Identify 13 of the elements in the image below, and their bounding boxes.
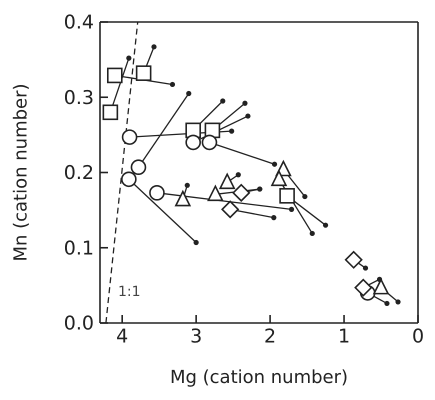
x-tick-label: 1	[338, 325, 350, 348]
y-axis-title: Mn (cation number)	[10, 83, 32, 262]
x-tick-label: 3	[190, 325, 202, 348]
y-tick-label: 0.0	[64, 312, 94, 335]
y-tick-label: 0.1	[64, 237, 94, 260]
y-tick-label: 0.3	[64, 86, 94, 109]
y-tick-label: 0.2	[64, 162, 94, 184]
x-axis-title: Mg (cation number)	[170, 367, 348, 388]
x-tick-label: 0	[412, 325, 424, 348]
x-tick-label: 4	[116, 325, 128, 348]
annotation: 1:1	[118, 284, 141, 300]
x-tick-label: 2	[264, 325, 276, 348]
y-tick-label: 0.4	[64, 12, 94, 34]
